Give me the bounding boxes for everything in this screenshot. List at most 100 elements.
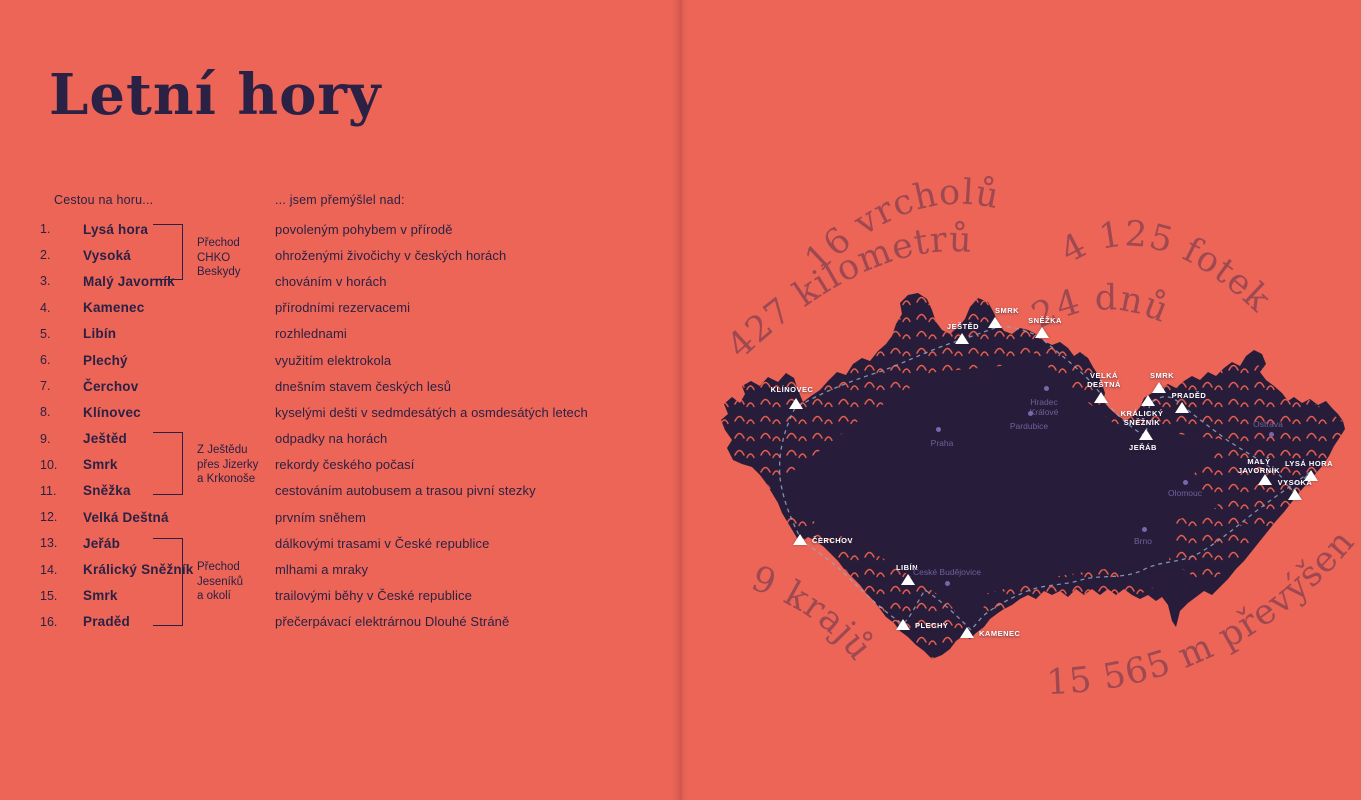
city-dot (1269, 432, 1274, 437)
row-number: 15. (40, 588, 58, 603)
row-number: 6. (40, 353, 51, 368)
peak-triangle-icon (988, 317, 1002, 328)
thought-text: přírodními rezervacemi (275, 300, 411, 316)
peak-label: VYSOKÁ (1277, 478, 1313, 487)
peak-triangle-icon (1258, 474, 1272, 485)
bracket-label-line: Beskydy (197, 266, 241, 278)
list-header-right: ... jsem přemýšlel nad: (275, 193, 405, 207)
mountain-name: Libín (83, 326, 117, 342)
bracket-label-jizerky-krkonose: Z Ještědu přes Jizerky a Krkonoše (197, 443, 279, 487)
mountain-name: Sněžka (83, 483, 131, 499)
group-bracket-jeseniky (153, 538, 183, 626)
bracket-label-line: Přechod (197, 237, 240, 249)
city-dot (945, 581, 950, 586)
mountain-name: Plechý (83, 352, 128, 368)
peak-label: LIBÍN (895, 563, 919, 572)
mountain-name: Králický Sněžník (83, 562, 194, 578)
thought-text: rekordy českého počasí (275, 457, 415, 473)
peak-triangle-icon (793, 534, 807, 545)
bracket-label-line: přes Jizerky (197, 458, 259, 471)
bracket-label-line: Jeseníků (197, 575, 244, 588)
peak-label: ČERCHOV (812, 536, 854, 545)
mountain-row: 6. Plechý využitím elektrokola (40, 347, 660, 373)
mountain-row: 5. Libín rozhlednami (40, 321, 660, 347)
thought-text: odpadky na horách (275, 431, 388, 447)
bracket-label-jeseniky: Přechod Jeseníků a okolí (197, 560, 279, 604)
right-page: 16 vrcholů 427 kilometrů 4 125 fotek 24 … (681, 0, 1361, 800)
mountain-name: Lysá hora (83, 221, 149, 237)
row-number: 2. (40, 248, 51, 263)
peak-label: KAMENEC (979, 629, 1021, 638)
thought-text: přečerpávací elektrárnou Dlouhé Stráně (275, 614, 510, 630)
thought-text: povoleným pohybem v přírodě (275, 221, 453, 237)
thought-text: ohroženými živočichy v českých horách (275, 247, 507, 263)
city-label: Brno (1134, 536, 1152, 546)
group-bracket-jizerky-krkonose (153, 432, 183, 495)
row-number: 10. (40, 457, 58, 472)
city-dot (1142, 527, 1147, 532)
row-number: 12. (40, 510, 58, 525)
thought-text: dálkovými trasami v České republice (275, 535, 490, 551)
bracket-label-line: CHKO (197, 251, 231, 264)
peak-label: SNĚŽKA (1028, 316, 1062, 325)
mountain-row: 13. Jeřáb dálkovými trasami v České republ… (40, 530, 660, 556)
mountain-row: 12. Velká Deštná prvním sněhem (40, 504, 660, 530)
mountain-row: 3. Malý Javorník chováním v horách (40, 268, 660, 294)
city-dot (1183, 480, 1188, 485)
mountain-row: 11. Sněžka cestováním autobusem a trasou p… (40, 478, 660, 504)
bracket-label-line: a Krkonoše (197, 473, 256, 485)
peak-label: SMRK (994, 306, 1020, 315)
peak-label: KRÁLICKÝ SNĚŽNÍK (1120, 409, 1164, 427)
mountain-name: Malý Javorník (83, 273, 175, 289)
thought-text: chováním v horách (275, 273, 387, 289)
trail-route-path (778, 325, 1311, 631)
peak-label: KLÍNOVEC (770, 385, 814, 394)
mountain-name: Ještěd (83, 431, 127, 447)
city-dot (936, 427, 941, 432)
mountain-name: Kamenec (83, 300, 145, 316)
czech-map: 16 vrcholů 427 kilometrů 4 125 fotek 24 … (681, 0, 1361, 703)
city-label: Praha (930, 438, 954, 448)
thought-text: dnešním stavem českých lesů (275, 378, 452, 394)
mountain-row: 9. Ještěd odpadky na horách (40, 426, 660, 452)
thought-text: mlhami a mraky (275, 562, 369, 578)
city-label: Olomouc (1167, 488, 1202, 498)
mountain-name: Vysoká (83, 247, 131, 263)
bracket-label-line: Přechod (197, 561, 240, 573)
row-number: 5. (40, 326, 51, 341)
peak-label: MALÝ JAVORNÍK (1237, 457, 1281, 475)
thought-text: cestováním autobusem a trasou pivní stez… (275, 483, 536, 499)
mountain-row: 7. Čerchov dnešním stavem českých lesů (40, 373, 660, 399)
peak-triangle-icon (1152, 382, 1166, 393)
mountain-name: Čerchov (83, 378, 139, 394)
row-number: 3. (40, 274, 51, 289)
peak-triangle-icon (1304, 470, 1318, 481)
mountain-row: 15. Smrk trailovými běhy v České republice (40, 583, 660, 609)
peak-triangle-icon (1139, 429, 1153, 440)
mountain-row: 1. Lysá hora povoleným pohybem v přírodě (40, 216, 660, 242)
peak-triangle-icon (960, 627, 974, 638)
peak-label: JEŘÁB (1129, 443, 1157, 452)
mountain-name: Velká Deštná (83, 509, 169, 525)
thought-text: kyselými dešti v sedmdesátých a osmdesát… (275, 404, 588, 420)
peak-triangle-icon (1175, 402, 1189, 413)
row-number: 9. (40, 431, 51, 446)
group-bracket-beskydy (153, 224, 183, 280)
mountain-row: 2. Vysoká ohroženými živočichy v českých h… (40, 242, 660, 268)
thought-text: prvním sněhem (275, 509, 366, 525)
thought-text: využitím elektrokola (275, 352, 392, 368)
row-number: 14. (40, 562, 58, 577)
mountain-name: Praděd (83, 614, 130, 630)
mountain-row: 16. Praděd přečerpávací elektrárnou Dlouhé… (40, 609, 660, 635)
mountain-list: 1. Lysá hora povoleným pohybem v přírodě 2… (40, 216, 660, 646)
mountain-row: 8. Klínovec kyselými dešti v sedmdesátých … (40, 399, 660, 425)
row-number: 4. (40, 300, 51, 315)
peak-label: VELKÁ DEŠTNÁ (1087, 371, 1121, 389)
mountain-name: Klínovec (83, 404, 141, 420)
city-label: České Budějovice (912, 567, 982, 577)
peak-label: LYSÁ HORA (1285, 459, 1333, 468)
peak-label: PLECHÝ (915, 621, 949, 630)
row-number: 1. (40, 222, 51, 237)
thought-text: trailovými běhy v České republice (275, 588, 472, 604)
peak-label: JEŠTĚD (946, 322, 980, 331)
